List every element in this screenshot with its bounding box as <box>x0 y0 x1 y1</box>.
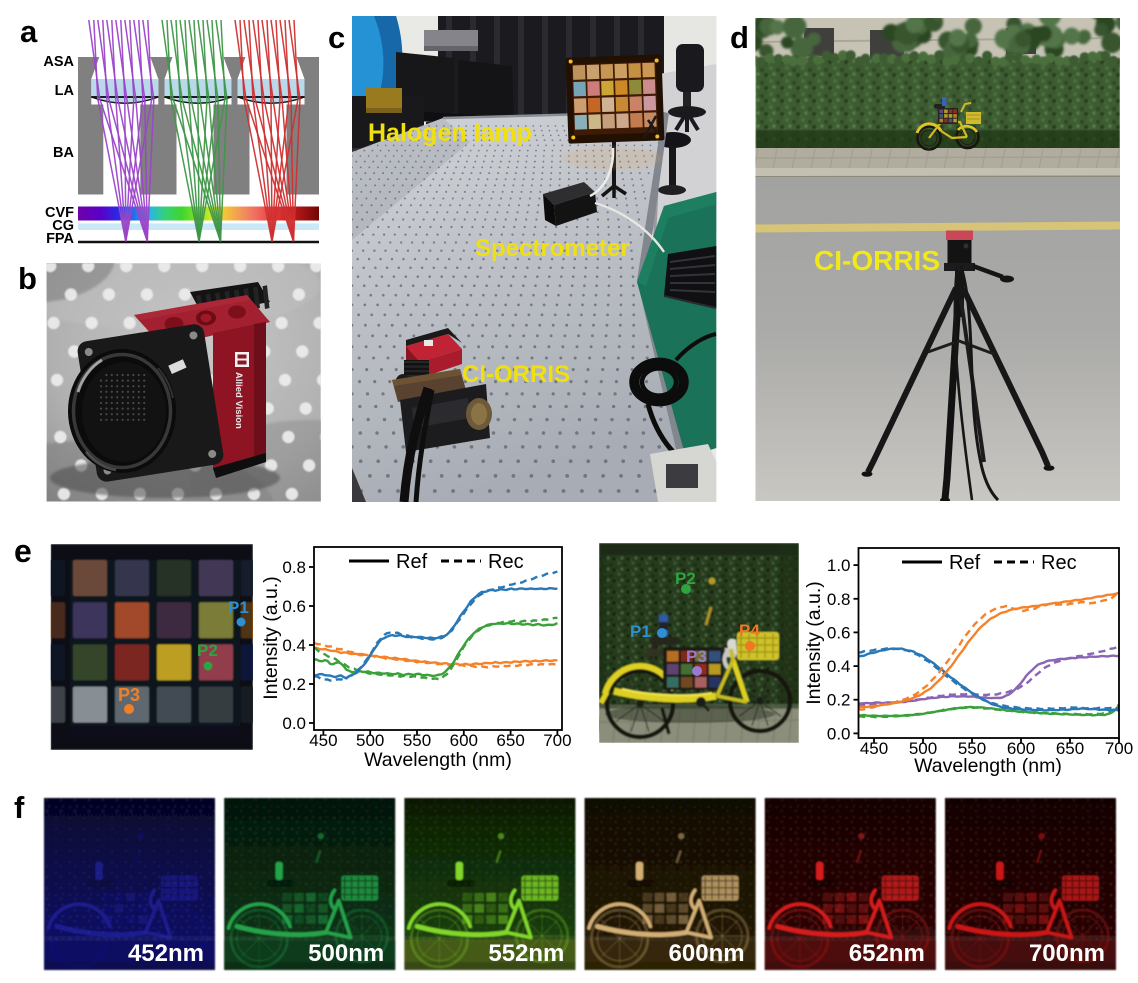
svg-text:550: 550 <box>403 731 431 750</box>
svg-text:Intensity (a.u.): Intensity (a.u.) <box>803 581 825 705</box>
svg-text:Allied Vision: Allied Vision <box>233 372 244 429</box>
svg-text:P4: P4 <box>739 621 760 640</box>
svg-text:1.0: 1.0 <box>827 556 851 575</box>
svg-text:CG: CG <box>52 218 74 234</box>
svg-text:d: d <box>730 20 749 55</box>
svg-text:c: c <box>328 20 345 55</box>
svg-text:0.2: 0.2 <box>827 691 851 710</box>
svg-text:550: 550 <box>958 739 986 758</box>
svg-text:b: b <box>18 261 37 296</box>
svg-text:CVF: CVF <box>45 205 74 221</box>
svg-text:0.8: 0.8 <box>282 558 306 577</box>
svg-text:652nm: 652nm <box>849 940 925 967</box>
svg-text:FPA: FPA <box>46 231 74 247</box>
svg-text:Ref: Ref <box>949 552 981 574</box>
svg-text:700: 700 <box>1105 739 1133 758</box>
svg-text:500nm: 500nm <box>308 940 384 967</box>
svg-text:Halogen lamp: Halogen lamp <box>368 119 532 147</box>
svg-text:P2: P2 <box>197 641 218 660</box>
svg-text:BA: BA <box>53 145 74 161</box>
svg-text:600: 600 <box>1007 739 1035 758</box>
svg-text:0.8: 0.8 <box>827 590 851 609</box>
svg-text:0.4: 0.4 <box>282 636 306 655</box>
svg-text:CI-ORRIS: CI-ORRIS <box>814 245 940 276</box>
svg-text:LA: LA <box>55 83 75 99</box>
svg-text:450: 450 <box>309 731 337 750</box>
svg-text:Wavelength (nm): Wavelength (nm) <box>364 749 512 771</box>
svg-text:Intensity (a.u.): Intensity (a.u.) <box>260 576 282 700</box>
svg-text:0.2: 0.2 <box>282 675 306 694</box>
svg-text:Rec: Rec <box>1041 552 1077 574</box>
svg-text:700nm: 700nm <box>1029 940 1105 967</box>
svg-text:e: e <box>14 533 32 569</box>
svg-text:P2: P2 <box>675 569 696 588</box>
svg-text:600nm: 600nm <box>669 940 745 967</box>
svg-text:Ref: Ref <box>396 551 428 573</box>
svg-text:700: 700 <box>543 731 571 750</box>
svg-text:P1: P1 <box>228 598 249 617</box>
svg-text:450: 450 <box>860 739 888 758</box>
svg-text:P3: P3 <box>686 647 707 666</box>
svg-text:650: 650 <box>1056 739 1084 758</box>
svg-text:a: a <box>20 14 38 49</box>
svg-text:0.0: 0.0 <box>827 724 851 743</box>
svg-text:0.6: 0.6 <box>282 597 306 616</box>
svg-text:P1: P1 <box>630 622 651 641</box>
svg-text:f: f <box>14 790 25 825</box>
svg-text:500: 500 <box>909 739 937 758</box>
svg-text:452nm: 452nm <box>128 940 204 967</box>
svg-text:P3: P3 <box>118 685 140 705</box>
svg-text:600: 600 <box>450 731 478 750</box>
svg-text:0.6: 0.6 <box>827 623 851 642</box>
svg-text:552nm: 552nm <box>488 940 564 967</box>
svg-text:650: 650 <box>496 731 524 750</box>
svg-text:0.4: 0.4 <box>827 657 851 676</box>
svg-text:Rec: Rec <box>488 551 524 573</box>
svg-text:0.0: 0.0 <box>282 714 306 733</box>
svg-text:CI-ORRIS: CI-ORRIS <box>462 361 570 388</box>
svg-text:ASA: ASA <box>43 54 74 70</box>
svg-text:500: 500 <box>356 731 384 750</box>
svg-text:Spectrometer: Spectrometer <box>475 235 630 262</box>
svg-text:Wavelength (nm): Wavelength (nm) <box>914 755 1062 777</box>
